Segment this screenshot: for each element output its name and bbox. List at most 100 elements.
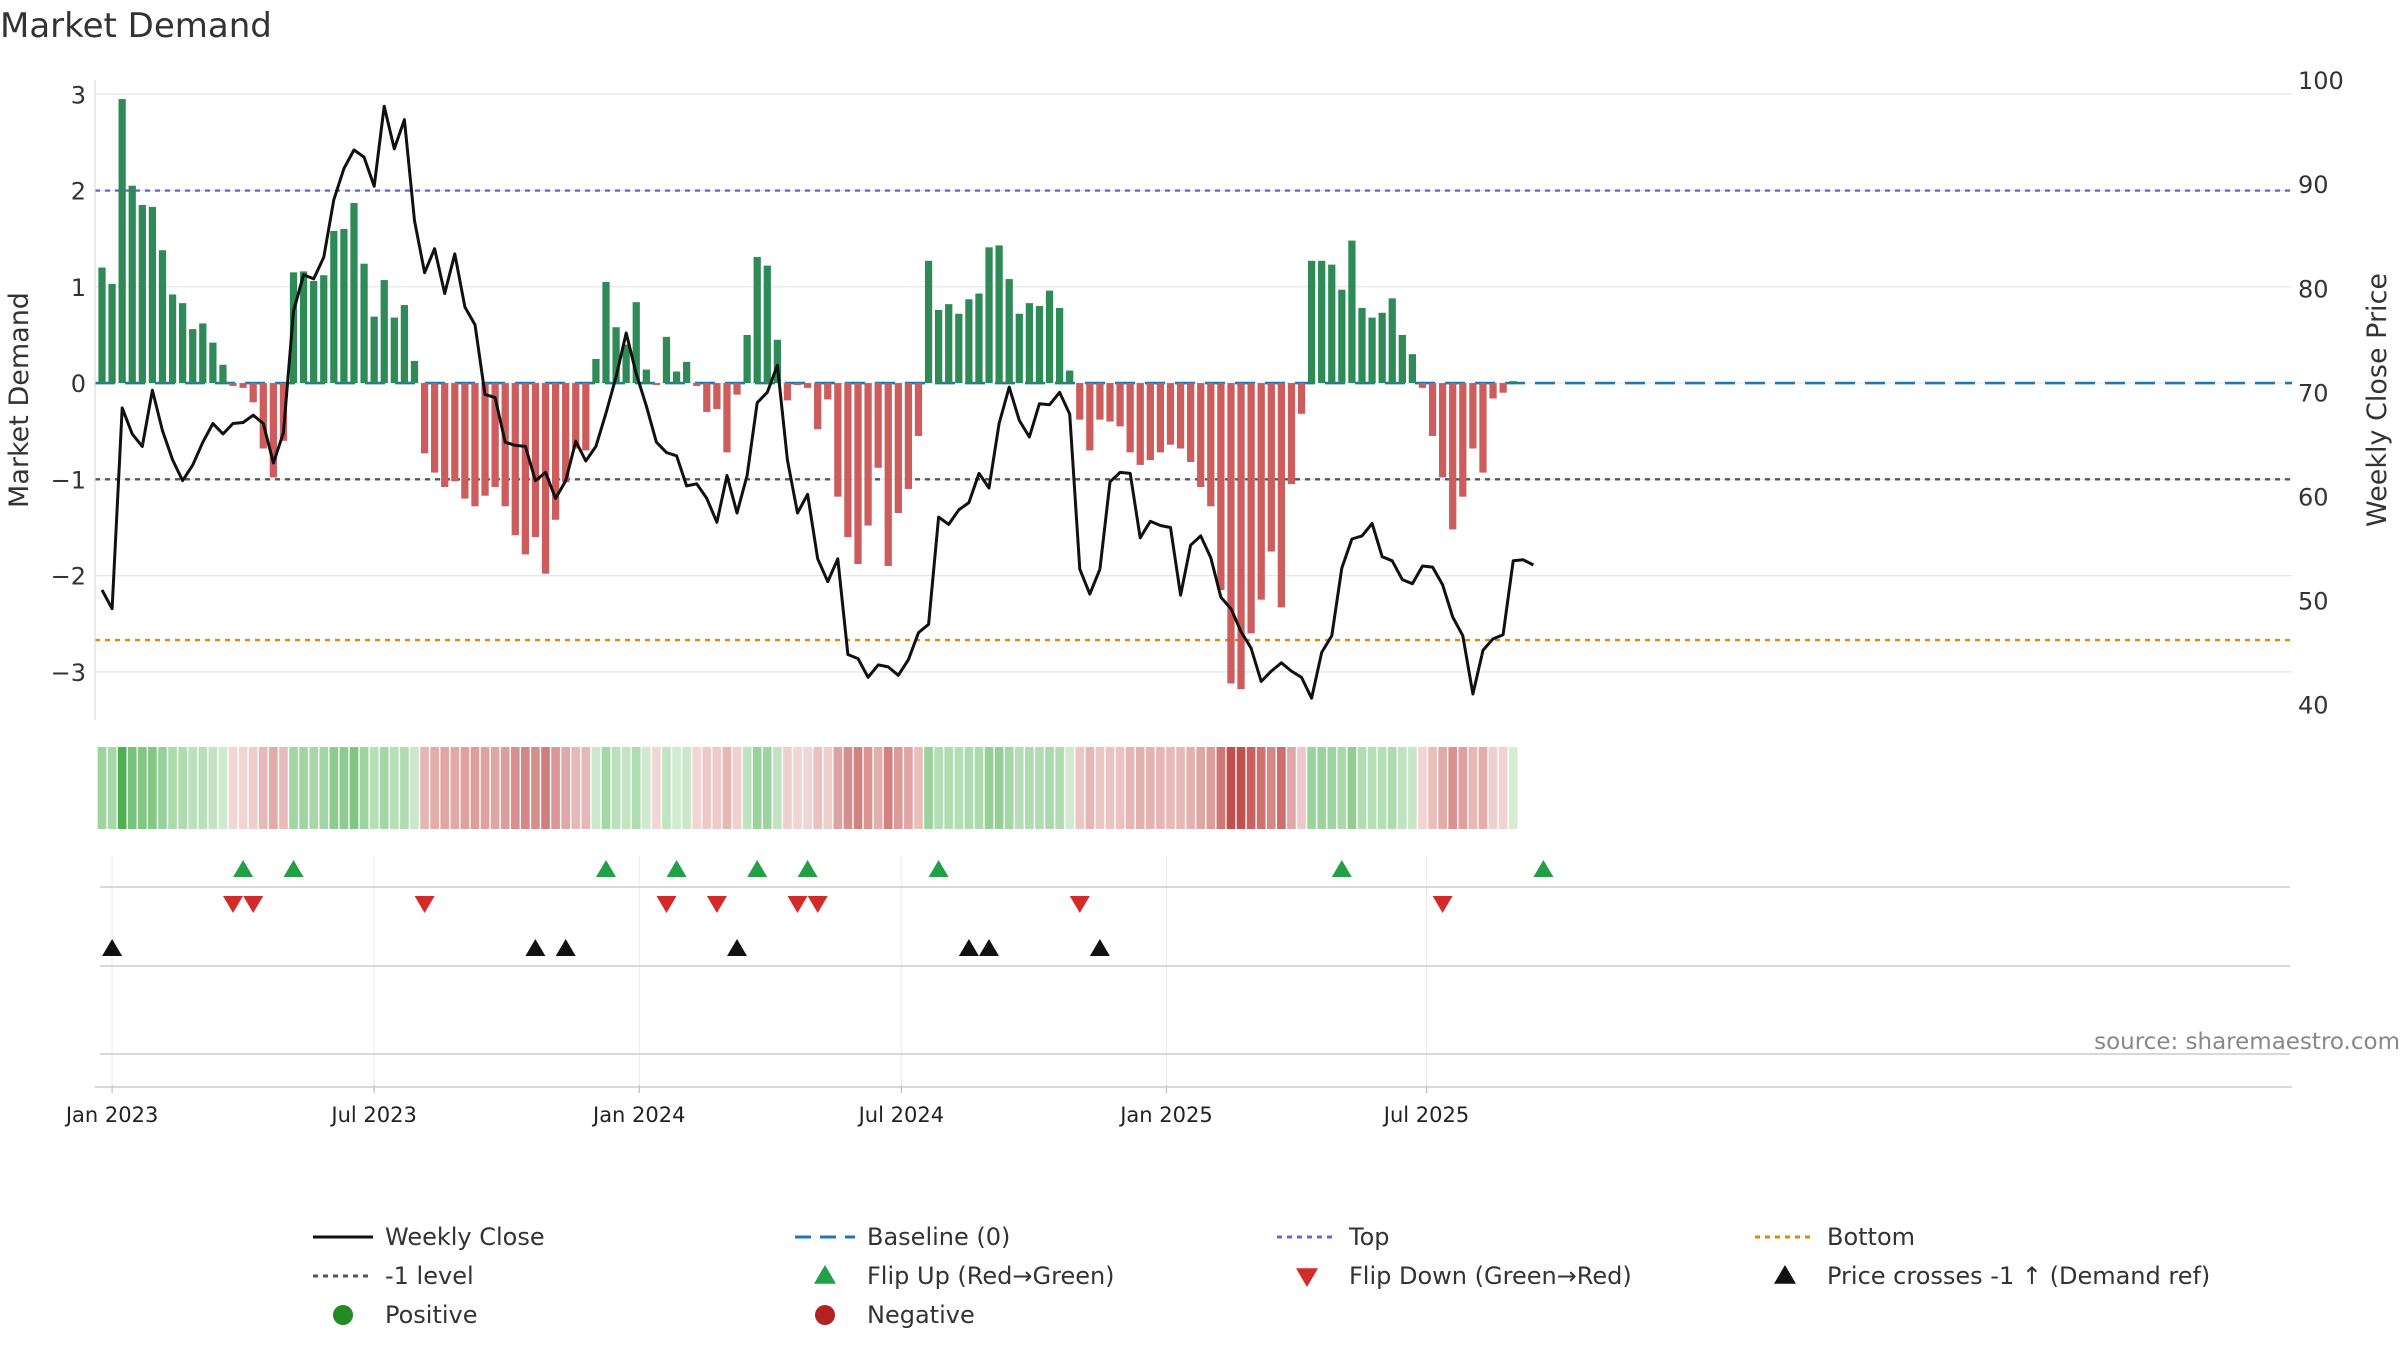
y-tick-label-left: 1 [71, 274, 86, 302]
demand-heat-cell [611, 747, 621, 829]
demand-bar [965, 299, 973, 384]
demand-heat-cell [1266, 747, 1276, 829]
demand-bar [1398, 334, 1406, 384]
demand-heat-cell [188, 747, 198, 829]
demand-heat-cell [248, 747, 258, 829]
weekly-close-line [100, 104, 1535, 700]
demand-heat-cell [793, 747, 802, 829]
demand-bar [259, 383, 267, 449]
flip-down-marker [807, 896, 828, 913]
demand-bar [1025, 303, 1033, 384]
demand-heat-cell [712, 747, 722, 829]
demand-heat-cell [279, 747, 288, 829]
y-tick-label-right: 60 [2298, 483, 2329, 511]
demand-bar [279, 383, 288, 441]
demand-heat-cell [1246, 747, 1256, 829]
demand-heat-cell [1367, 747, 1377, 829]
demand-bars [98, 99, 1517, 690]
demand-heat-cell [813, 747, 823, 829]
demand-heat-cell [127, 747, 137, 829]
demand-heat-cell [1307, 747, 1316, 829]
demand-bar [249, 383, 257, 403]
y-tick-label-right: 70 [2298, 379, 2329, 407]
demand-heat-cell [762, 747, 772, 829]
flip-down-marker [414, 896, 435, 913]
demand-bar [350, 203, 358, 384]
demand-heat-cell [621, 747, 631, 829]
demand-bar [753, 256, 761, 384]
demand-bar [834, 383, 842, 497]
y-axis-label-left: Market Demand [4, 292, 35, 508]
flip-up-marker [797, 860, 818, 877]
legend-item: -1 level [313, 1262, 474, 1290]
demand-heat-cell [389, 747, 399, 829]
demand-heat-cell [1014, 747, 1024, 829]
demand-heat-cell [742, 747, 752, 829]
demand-bar [1368, 317, 1376, 384]
demand-heat-cell [1256, 747, 1266, 829]
demand-bar [1318, 260, 1326, 384]
price-cross-marker [727, 939, 747, 956]
demand-heat-cell [1226, 747, 1236, 829]
demand-bar [1247, 383, 1255, 634]
legend-label: Negative [867, 1301, 975, 1329]
demand-bar [1096, 383, 1104, 420]
demand-bar [1045, 290, 1054, 384]
legend-label: Top [1348, 1223, 1390, 1251]
x-tick-label: Jul 2025 [1382, 1103, 1469, 1127]
demand-heat-cell [783, 747, 792, 829]
demand-bar [1086, 383, 1094, 451]
flip-up-marker [1533, 860, 1554, 877]
demand-heat-cell [379, 747, 389, 829]
demand-bar [985, 247, 993, 384]
demand-bar [1408, 354, 1417, 384]
demand-bar [1035, 306, 1044, 384]
demand-bar [1207, 383, 1215, 507]
demand-bar [1126, 383, 1134, 453]
demand-heat-cell [1035, 747, 1044, 829]
demand-heat-cell [490, 747, 500, 829]
demand-bar [1267, 383, 1275, 552]
demand-heat-cell [309, 747, 319, 829]
chart-title: Market Demand [0, 6, 272, 46]
x-tick-label: Jul 2024 [857, 1103, 944, 1127]
demand-bar [1166, 383, 1175, 445]
grid-layer [95, 93, 2292, 1085]
demand-heat-cell [137, 747, 147, 829]
flip-up-marker [928, 860, 949, 877]
demand-bar [1015, 313, 1023, 384]
demand-bar [935, 309, 943, 384]
demand-heat-cell [984, 747, 994, 829]
demand-bar [642, 369, 650, 384]
demand-bar [1388, 298, 1396, 384]
demand-heat-cell [1176, 747, 1185, 829]
demand-heat-cell [1508, 747, 1518, 829]
demand-bar [1106, 383, 1114, 422]
demand-heat-cell [1337, 747, 1347, 829]
demand-bar [451, 383, 459, 482]
demand-heat-cell [914, 747, 923, 829]
demand-bar [1136, 383, 1144, 465]
demand-bar [803, 383, 812, 388]
demand-bar [763, 265, 771, 384]
demand-heat-cell [944, 747, 954, 829]
demand-bar [1307, 260, 1316, 384]
legend-item: Flip Up (Red→Green) [814, 1262, 1115, 1290]
demand-heat-cell [954, 747, 964, 829]
demand-heat-cell [369, 747, 379, 829]
legend-label: Price crosses -1 ↑ (Demand ref) [1827, 1262, 2210, 1290]
demand-heat-cell [289, 747, 298, 829]
demand-heat-cell [591, 747, 601, 829]
demand-heat-cell [148, 747, 157, 829]
legend-swatch-circle [815, 1305, 835, 1325]
demand-heat-cell [228, 747, 238, 829]
demand-bar [1358, 307, 1366, 384]
flip-down-marker [706, 896, 727, 913]
demand-heat-cell [1397, 747, 1407, 829]
legend-label: Baseline (0) [867, 1223, 1010, 1251]
demand-heat-cell [1135, 747, 1145, 829]
demand-heat-cell [1428, 747, 1437, 829]
demand-heat-cell [631, 747, 641, 829]
demand-bar [814, 383, 822, 430]
